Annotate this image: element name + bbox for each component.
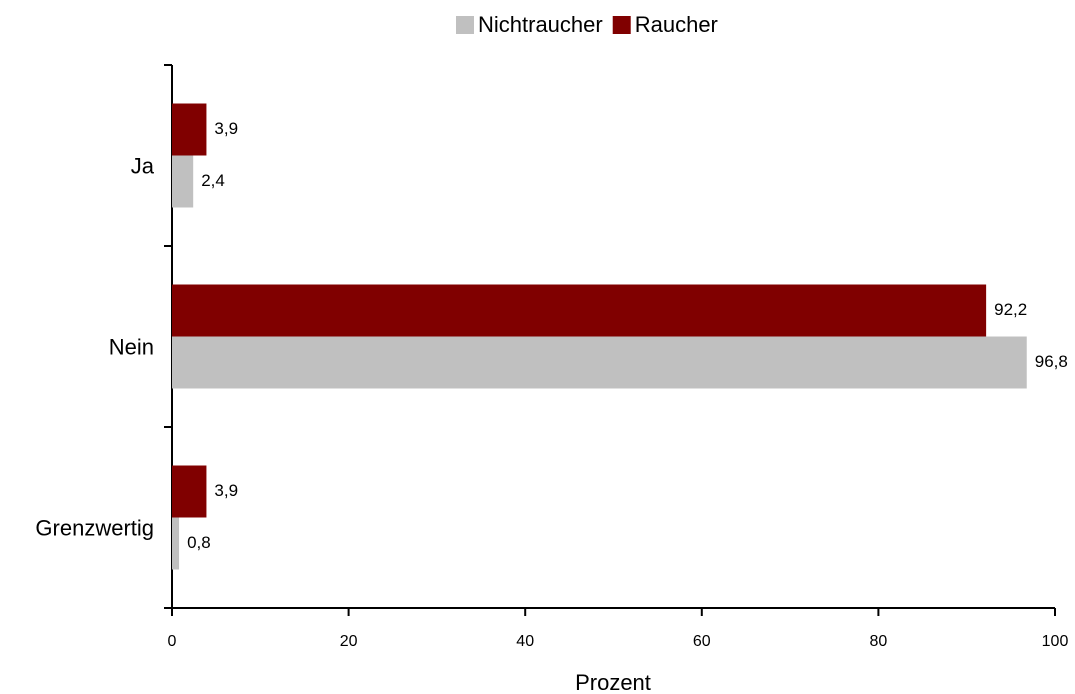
value-label: 96,8 [1035, 352, 1068, 371]
x-axis-label: Prozent [575, 670, 651, 694]
value-label: 0,8 [187, 533, 211, 552]
x-tick-label: 100 [1042, 633, 1069, 650]
value-label: 3,9 [214, 481, 238, 500]
bar [172, 465, 207, 518]
bar [172, 517, 180, 570]
x-tick-label: 80 [870, 633, 888, 650]
legend-label: Raucher [635, 12, 718, 37]
legend-label: Nichtraucher [478, 12, 603, 37]
y-tick-label: Ja [131, 153, 155, 178]
legend-swatch [456, 16, 474, 34]
value-label: 92,2 [994, 300, 1027, 319]
value-label: 2,4 [201, 171, 225, 190]
legend-swatch [612, 16, 631, 34]
y-tick-label: Grenzwertig [35, 515, 154, 540]
x-tick-label: 20 [340, 633, 358, 650]
bar [172, 284, 987, 337]
x-tick-label: 40 [516, 633, 534, 650]
x-tick-label: 60 [693, 633, 711, 650]
bar [172, 155, 194, 208]
value-label: 3,9 [214, 119, 238, 138]
x-tick-label: 0 [168, 633, 177, 650]
bar [172, 336, 1027, 389]
bar [172, 103, 207, 156]
y-tick-label: Nein [109, 334, 154, 359]
